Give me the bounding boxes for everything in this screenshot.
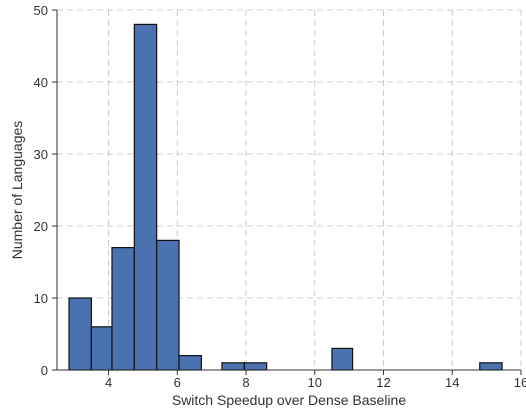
histogram-bar xyxy=(479,362,503,371)
axes xyxy=(56,10,521,371)
y-tick-label: 50 xyxy=(34,3,48,18)
x-tick-label: 10 xyxy=(308,375,322,390)
histogram-bar xyxy=(331,347,354,371)
x-tick-label: 6 xyxy=(174,375,181,390)
histogram-bar xyxy=(133,23,158,371)
histogram-bar xyxy=(221,362,245,371)
x-tick-label: 4 xyxy=(105,375,112,390)
x-tick-label: 8 xyxy=(242,375,249,390)
histogram-bar xyxy=(243,362,268,371)
y-tick-label: 30 xyxy=(34,147,48,162)
y-axis-label: Number of Languages xyxy=(9,121,25,260)
histogram-bar xyxy=(178,355,202,371)
histogram-bar xyxy=(90,326,113,371)
tick-marks: 4 6 8 10 12 14 16 0 10 20 30 40 50 xyxy=(34,3,526,390)
histogram-bar xyxy=(156,239,180,371)
y-tick-label: 10 xyxy=(34,291,48,306)
histogram-bar xyxy=(111,247,135,371)
histogram-bar xyxy=(68,297,92,371)
y-tick-label: 20 xyxy=(34,219,48,234)
y-tick-label: 0 xyxy=(41,363,48,378)
x-axis-label: Switch Speedup over Dense Baseline xyxy=(172,392,406,408)
x-tick-label: 16 xyxy=(514,375,526,390)
x-tick-label: 14 xyxy=(445,375,459,390)
x-tick-label: 12 xyxy=(376,375,390,390)
grid-lines xyxy=(57,9,522,371)
y-tick-label: 40 xyxy=(34,75,48,90)
histogram-bars xyxy=(68,23,503,371)
